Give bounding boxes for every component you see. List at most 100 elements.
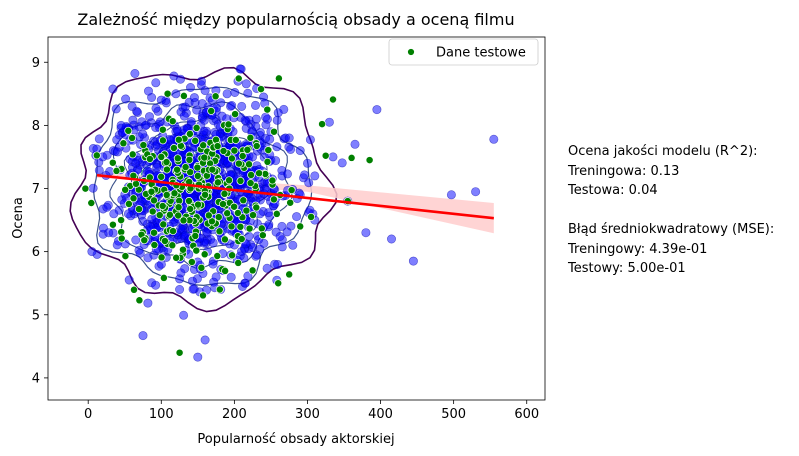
train-point [270, 259, 280, 269]
test-point [192, 123, 201, 132]
x-tick-label: 0 [84, 407, 92, 422]
mse-train-value: Treningowy: 4.39e-01 [568, 241, 708, 257]
test-point [170, 189, 179, 198]
test-point [173, 154, 182, 163]
legend-label-test: Dane testowe [436, 46, 526, 61]
test-point [172, 253, 181, 262]
test-point [128, 134, 137, 142]
train-point [324, 117, 334, 127]
model-metrics-panel: Ocena jakości modelu (R^2): Treningowa: … [568, 142, 774, 279]
test-point [234, 159, 243, 168]
test-point [249, 211, 257, 220]
test-point [257, 224, 266, 233]
test-point [191, 136, 200, 145]
test-point [132, 179, 140, 188]
test-point [148, 207, 157, 216]
test-point [227, 222, 236, 231]
test-point [347, 153, 356, 162]
test-point [255, 169, 264, 178]
train-point [87, 247, 97, 257]
test-point [168, 241, 177, 250]
test-point [207, 107, 216, 115]
test-point [225, 176, 234, 185]
train-point [230, 88, 240, 98]
train-point [145, 112, 155, 122]
test-point [112, 166, 121, 175]
test-point [87, 199, 96, 207]
train-point [189, 264, 199, 274]
test-point [185, 197, 193, 205]
test-points [81, 74, 374, 357]
train-point [116, 120, 126, 130]
train-point [386, 234, 396, 244]
test-point [175, 348, 184, 357]
train-point [208, 238, 218, 248]
test-point [200, 250, 209, 259]
test-point [162, 165, 171, 174]
test-point [219, 147, 228, 155]
train-point [286, 144, 296, 154]
test-point [169, 144, 178, 152]
r2-heading: Ocena jakości modelu (R^2): [568, 144, 758, 159]
test-point [224, 120, 233, 129]
test-point [158, 125, 167, 134]
train-point [261, 112, 271, 122]
regression-line [96, 173, 494, 220]
train-point [222, 89, 232, 99]
train-point [131, 158, 141, 168]
test-point [215, 227, 224, 236]
train-point [108, 84, 118, 94]
train-point [227, 101, 237, 111]
test-point [157, 253, 166, 262]
test-point [233, 209, 242, 217]
train-point [302, 158, 312, 168]
test-point [165, 210, 174, 219]
test-point [230, 146, 239, 155]
test-point [108, 158, 117, 167]
mse-test-value: Testowy: 5.00e-01 [568, 261, 686, 276]
train-point [186, 83, 196, 93]
test-point [179, 216, 188, 225]
train-point [471, 187, 481, 197]
plot-frame [47, 36, 546, 401]
test-point [246, 179, 255, 188]
x-tick-label: 500 [441, 407, 466, 422]
test-point [129, 194, 138, 203]
test-point [187, 258, 196, 266]
test-point [139, 141, 148, 150]
y-tick-label: 8 [32, 119, 40, 134]
test-point [236, 222, 245, 231]
train-point [328, 152, 338, 162]
test-point [228, 251, 237, 260]
test-point [247, 170, 256, 179]
test-point [194, 200, 203, 209]
test-point [204, 211, 213, 220]
test-point [264, 146, 273, 155]
test-point [162, 190, 171, 199]
train-point [275, 232, 285, 242]
test-point [234, 258, 243, 267]
test-point [191, 231, 200, 240]
test-point [201, 190, 210, 199]
test-point [117, 234, 126, 243]
test-point [179, 91, 188, 100]
test-point [193, 163, 202, 172]
train-point [299, 170, 309, 180]
test-point [150, 241, 159, 249]
train-point [169, 71, 179, 81]
y-tick-label: 7 [32, 182, 40, 197]
test-point [321, 151, 330, 160]
x-tick-label: 200 [222, 407, 247, 422]
legend-marker-test [407, 48, 415, 56]
train-point [208, 259, 218, 269]
train-point [123, 209, 133, 219]
train-point [288, 240, 298, 250]
test-point [263, 157, 272, 166]
train-point [175, 284, 185, 294]
x-axis: 0 100 200 300 400 500 600 [84, 400, 539, 422]
test-point [193, 171, 202, 180]
test-point [121, 252, 130, 261]
test-point [119, 139, 128, 148]
train-point [113, 147, 123, 157]
